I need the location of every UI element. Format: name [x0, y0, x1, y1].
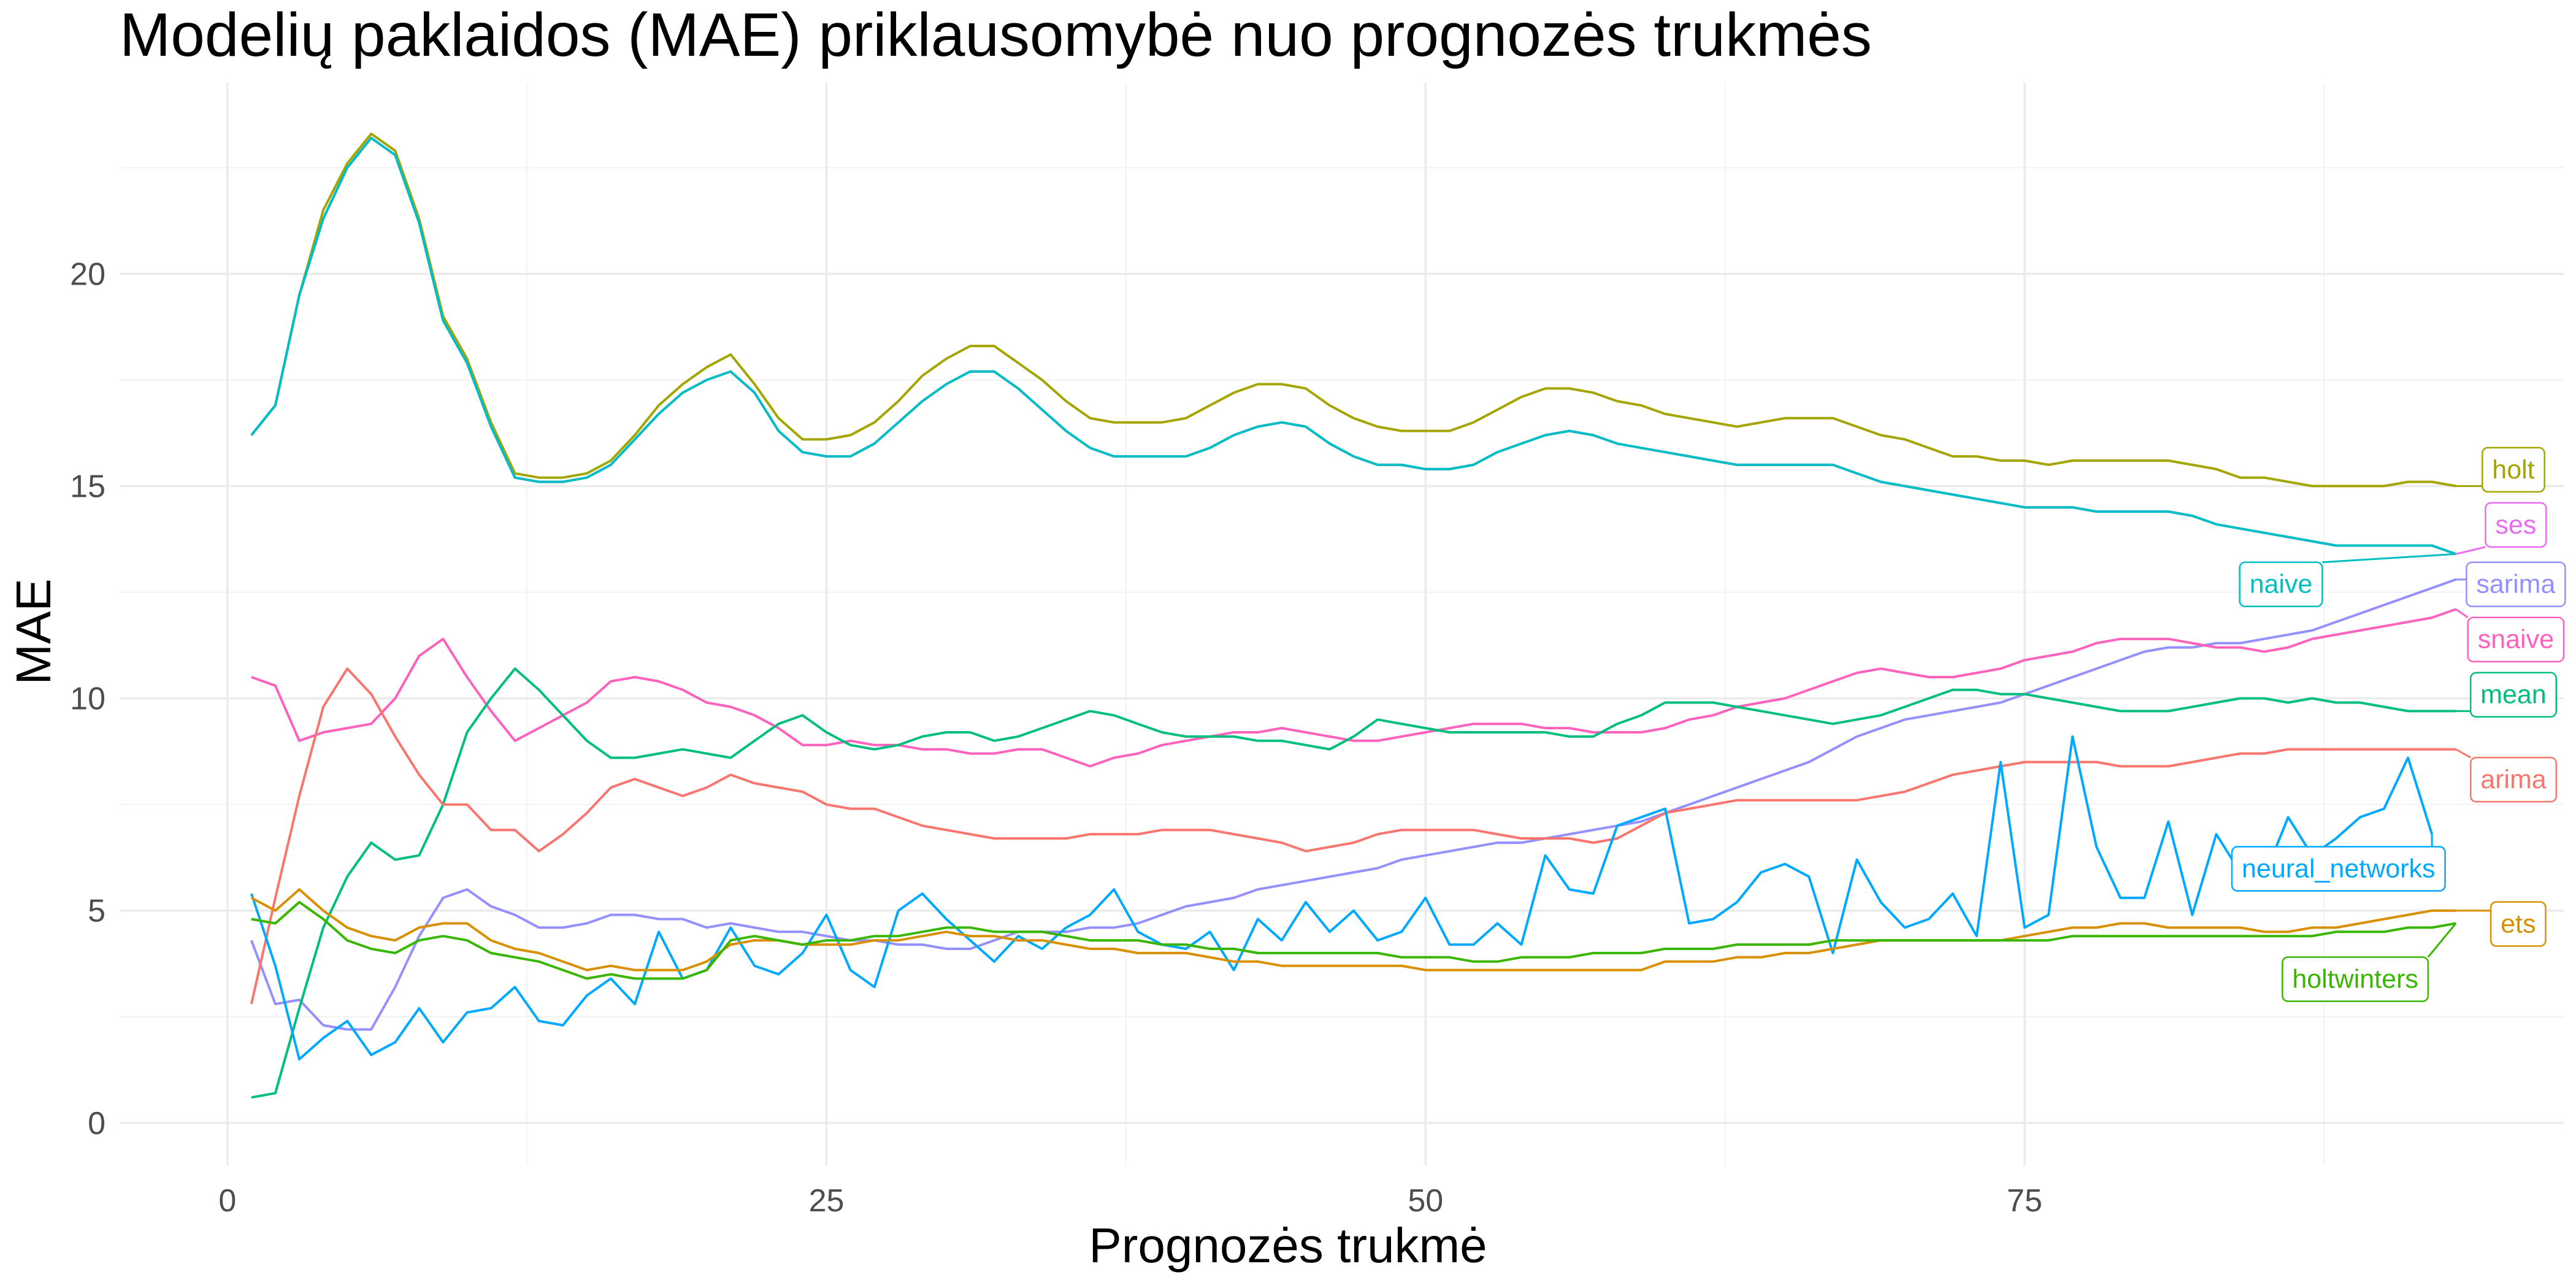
- grid-minor: [120, 83, 2564, 1165]
- label-arima: arima: [2455, 748, 2558, 803]
- label-box-holt: [2482, 447, 2545, 493]
- x-tick-label: 0: [218, 1183, 236, 1219]
- label-box-snaive: [2467, 616, 2565, 662]
- grid-major: [120, 83, 2564, 1165]
- y-tick-label: 15: [70, 469, 105, 505]
- label-box-naive: [2239, 561, 2323, 607]
- label-text-arima: arima: [2480, 765, 2547, 794]
- y-tick-label: 0: [88, 1106, 105, 1141]
- label-box-ses: [2485, 502, 2547, 548]
- y-tick-label: 5: [88, 894, 105, 929]
- label-text-neural_networks: neural_networks: [2242, 854, 2436, 883]
- y-tick-label: 20: [70, 256, 105, 292]
- label-connector-holtwinters: [2427, 922, 2457, 958]
- label-box-mean: [2469, 672, 2557, 718]
- x-tick-label: 50: [1408, 1183, 1443, 1219]
- chart-title: Modelių paklaidos (MAE) priklausomybė nu…: [120, 1, 1872, 69]
- series-line-ses: [250, 137, 2456, 556]
- label-text-holtwinters: holtwinters: [2292, 964, 2418, 994]
- label-box-sarima: [2466, 561, 2566, 607]
- series-line-holtwinters: [251, 900, 2456, 980]
- y-tick-label: 10: [70, 681, 105, 717]
- x-tick-label: 25: [809, 1183, 845, 1219]
- series-line-naive: [250, 137, 2456, 556]
- label-holtwinters: holtwinters: [2282, 922, 2457, 1002]
- label-naive: naive: [2239, 553, 2456, 607]
- label-text-snaive: snaive: [2478, 625, 2554, 654]
- label-text-mean: mean: [2480, 680, 2547, 710]
- label-text-ets: ets: [2501, 909, 2536, 938]
- series-line-arima: [250, 667, 2456, 1005]
- series-line-sarima: [250, 578, 2456, 1031]
- label-connector-snaive: [2455, 608, 2469, 618]
- label-holt: holt: [2456, 447, 2545, 493]
- label-mean: mean: [2456, 672, 2557, 718]
- label-box-holtwinters: [2282, 956, 2429, 1002]
- label-box-arima: [2469, 756, 2558, 803]
- series-line-snaive: [251, 608, 2456, 768]
- series-line-mean: [251, 667, 2456, 1099]
- label-connector-ses: [2455, 546, 2486, 555]
- series-line-holt: [250, 132, 2456, 488]
- label-snaive: snaive: [2455, 608, 2565, 662]
- label-box-ets: [2490, 901, 2547, 947]
- label-text-holt: holt: [2492, 455, 2534, 485]
- label-text-sarima: sarima: [2476, 570, 2555, 599]
- x-tick-label: 75: [2007, 1183, 2042, 1219]
- label-box-neural_networks: [2231, 846, 2446, 892]
- label-text-ses: ses: [2495, 510, 2536, 540]
- label-neural_networks: neural_networks: [2231, 834, 2446, 892]
- series-labels: holt ses naive sarima snaive mean arima neural_…: [2231, 447, 2566, 1002]
- series-line-ets: [250, 888, 2456, 972]
- label-ets: ets: [2456, 901, 2547, 947]
- label-text-naive: naive: [2250, 570, 2313, 599]
- label-ses: ses: [2455, 502, 2547, 555]
- series-line-neural_networks: [250, 735, 2434, 1060]
- series-lines: [250, 132, 2456, 1099]
- label-connector-arima: [2455, 748, 2471, 759]
- label-sarima: sarima: [2456, 561, 2566, 607]
- axis-tick-labels: 0 25 50 75 0 5 10 15 20: [70, 256, 2042, 1219]
- label-connector-naive: [2322, 553, 2456, 564]
- x-axis-title: Prognozės trukmė: [1089, 1218, 1487, 1273]
